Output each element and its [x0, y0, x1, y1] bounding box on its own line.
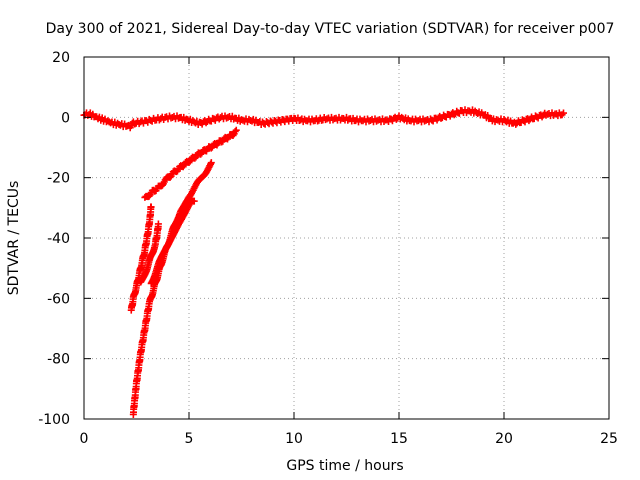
data-point: [207, 159, 215, 167]
y-tick-label: 0: [61, 110, 70, 126]
data-point: [231, 128, 239, 136]
x-tick-label: 5: [185, 431, 194, 447]
data-point: [232, 126, 240, 134]
data-series: [137, 220, 162, 286]
y-tick-label: -60: [47, 291, 70, 307]
data-point: [154, 220, 162, 228]
x-axis-label: GPS time / hours: [286, 458, 403, 474]
data-series: [127, 203, 155, 314]
plot-frame: [83, 56, 610, 420]
data-point: [147, 203, 155, 211]
data-point: [197, 150, 205, 158]
data-point: [207, 144, 215, 152]
y-tick-label: -40: [47, 231, 70, 247]
x-tick-label: 15: [390, 431, 408, 447]
grid-lines: [84, 57, 609, 419]
axis-ticks: 0 5 10 15 20 25 -100 -80 -60 -40 -20 0 20: [38, 50, 618, 447]
data-series: [141, 126, 240, 201]
x-tick-label: 20: [495, 431, 513, 447]
y-tick-label: 20: [52, 50, 70, 66]
data-point: [560, 109, 567, 117]
x-tick-label: 0: [80, 431, 89, 447]
y-tick-label: -80: [47, 352, 70, 368]
data-point: [190, 197, 198, 205]
data-series: [147, 197, 198, 287]
x-tick-label: 10: [285, 431, 303, 447]
data-points: [80, 106, 567, 418]
x-tick-label: 25: [600, 431, 618, 447]
y-tick-label: -20: [47, 171, 70, 187]
data-point: [185, 159, 193, 167]
data-series: [80, 106, 567, 132]
y-axis-label: SDTVAR / TECUs: [6, 181, 22, 296]
data-point: [512, 120, 520, 128]
chart-title: Day 300 of 2021, Sidereal Day-to-day VTE…: [46, 21, 615, 37]
y-tick-label: -100: [38, 412, 70, 428]
data-point: [145, 192, 153, 200]
data-point: [191, 154, 199, 162]
